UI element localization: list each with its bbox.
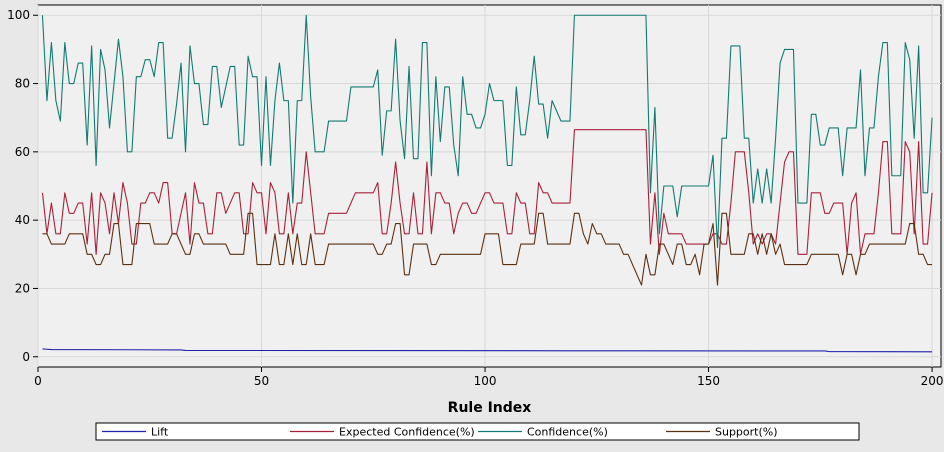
x-axis-label: Rule Index (448, 400, 532, 416)
y-axis: 0 20 40 60 80 100 (7, 8, 38, 364)
legend-label: Confidence(%) (527, 426, 608, 439)
legend-item: Support(%) (666, 426, 778, 439)
series-line-support (42, 212, 933, 286)
x-tick-label: 100 (474, 374, 497, 388)
y-tick-label: 0 (22, 350, 30, 364)
series-line-lift (42, 348, 933, 353)
legend: Lift Expected Confidence(%) Confidence(%) S… (102, 426, 778, 439)
y-tick-label: 80 (15, 77, 30, 91)
x-tick-label: 50 (254, 374, 269, 388)
legend-box (95, 422, 860, 441)
legend-item: Confidence(%) (478, 426, 608, 439)
x-tick-label: 200 (921, 374, 944, 388)
legend-item: Expected Confidence(%) (290, 426, 475, 439)
y-tick-label: 20 (15, 281, 30, 295)
y-tick-label: 100 (7, 8, 30, 22)
y-tick-label: 60 (15, 145, 30, 159)
y-tick-label: 40 (15, 213, 30, 227)
x-tick-label: 150 (697, 374, 720, 388)
series-line-confidence (41, 14, 933, 249)
series-layer (41, 14, 933, 353)
x-axis: 0 50 100 150 200 (34, 367, 944, 388)
legend-item: Lift (102, 426, 169, 439)
legend-label: Lift (151, 426, 169, 439)
series-line-expected-confidence (41, 129, 933, 255)
x-tick-label: 0 (34, 374, 42, 388)
legend-label: Support(%) (715, 426, 778, 439)
legend-label: Expected Confidence(%) (339, 426, 475, 439)
plot-area (37, 4, 942, 368)
